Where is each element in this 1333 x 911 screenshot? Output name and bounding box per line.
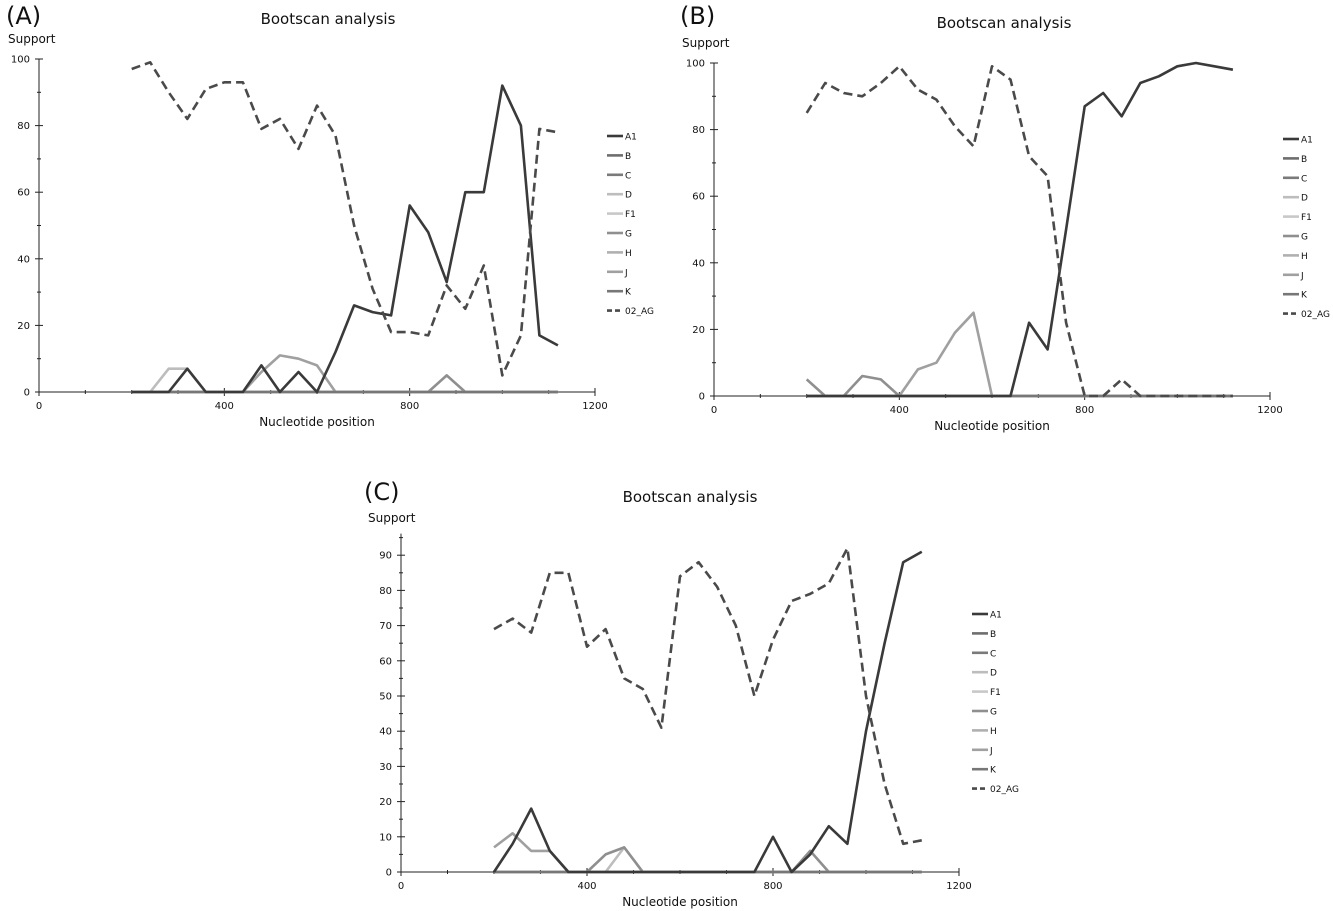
legend-label: F1 — [1301, 213, 1312, 223]
y-tick-label: 90 — [379, 551, 392, 562]
legend-label: H — [625, 249, 632, 259]
legend-label: 02_AG — [1301, 310, 1330, 320]
x-tick-label: 1200 — [1257, 405, 1282, 416]
x-axis-label: Nucleotide position — [934, 419, 1050, 433]
x-tick-label: 0 — [711, 405, 717, 416]
y-tick-label: 20 — [379, 797, 392, 808]
x-tick-label: 400 — [890, 405, 909, 416]
series-line-02-ag — [493, 546, 923, 846]
legend-label: K — [625, 288, 632, 298]
chart-c: Bootscan analysis Support Nucleotide posit… — [368, 488, 1019, 909]
legend-label: J — [624, 268, 628, 278]
series-line-02-ag — [805, 65, 1233, 398]
x-tick-label: 800 — [763, 881, 782, 892]
legend-label: F1 — [625, 210, 636, 220]
legend-label: 02_AG — [990, 785, 1019, 795]
y-tick-label: 40 — [379, 727, 392, 738]
x-tick-label: 0 — [36, 401, 42, 412]
x-axis-label: Nucleotide position — [622, 895, 738, 909]
chart-title: Bootscan analysis — [623, 488, 758, 506]
legend-label: F1 — [990, 688, 1001, 698]
panel-label-a: (A) — [6, 2, 42, 30]
y-tick-label: 20 — [17, 321, 30, 332]
y-tick-label: 10 — [379, 832, 392, 843]
y-tick-label: 30 — [379, 762, 392, 773]
series-line-j — [493, 831, 922, 874]
series-line-j — [131, 354, 558, 394]
y-tick-label: 80 — [692, 125, 705, 136]
chart-title: Bootscan analysis — [261, 10, 396, 28]
legend-label: B — [990, 630, 996, 640]
legend-label: C — [1301, 174, 1307, 184]
series-line-a1 — [131, 84, 559, 394]
series-line-02-ag — [131, 60, 559, 377]
legend-label: H — [990, 727, 997, 737]
series-line-a1 — [806, 61, 1234, 398]
y-tick-label: 60 — [692, 192, 705, 203]
y-tick-label: 60 — [17, 188, 30, 199]
legend-label: G — [990, 708, 997, 718]
y-tick-label: 60 — [379, 656, 392, 667]
x-tick-label: 0 — [398, 881, 404, 892]
y-tick-label: 70 — [379, 621, 392, 632]
series-line-g — [805, 374, 1233, 398]
chart-b: Bootscan analysis Support Nucleotide posit… — [682, 14, 1330, 433]
legend-label: C — [990, 649, 996, 659]
legend-label: A1 — [1301, 136, 1313, 146]
x-axis-label: Nucleotide position — [259, 415, 375, 429]
y-tick-label: 0 — [24, 388, 30, 399]
legend-label: H — [1301, 252, 1308, 262]
legend-label: B — [1301, 155, 1307, 165]
legend-label: D — [625, 191, 632, 201]
y-axis-label: Support — [682, 36, 730, 50]
x-tick-label: 400 — [215, 401, 234, 412]
y-tick-label: 100 — [11, 55, 30, 66]
y-tick-label: 80 — [379, 586, 392, 597]
x-tick-label: 400 — [577, 881, 596, 892]
y-tick-label: 0 — [699, 392, 705, 403]
chart-title: Bootscan analysis — [937, 14, 1072, 32]
legend-label: K — [1301, 291, 1308, 301]
legend-label: D — [1301, 194, 1308, 204]
legend-label: K — [990, 766, 997, 776]
y-axis-label: Support — [8, 32, 56, 46]
legend-label: 02_AG — [625, 307, 654, 317]
legend-label: J — [989, 746, 993, 756]
y-axis-label: Support — [368, 511, 416, 525]
legend-label: A1 — [625, 133, 637, 143]
y-tick-label: 40 — [692, 258, 705, 269]
x-tick-label: 1200 — [946, 881, 971, 892]
panel-label-c: (C) — [364, 478, 400, 506]
panel-label-b: (B) — [680, 2, 716, 30]
legend-label: J — [1300, 271, 1304, 281]
y-tick-label: 50 — [379, 692, 392, 703]
legend-label: B — [625, 152, 631, 162]
y-tick-label: 100 — [686, 59, 705, 70]
legend-label: G — [625, 230, 632, 240]
x-tick-label: 800 — [1075, 405, 1094, 416]
y-tick-label: 80 — [17, 121, 30, 132]
y-tick-label: 20 — [692, 325, 705, 336]
chart-a: Bootscan analysis Support Nucleotide posit… — [8, 10, 654, 429]
legend-label: D — [990, 669, 997, 679]
x-tick-label: 1200 — [582, 401, 607, 412]
legend-label: C — [625, 171, 631, 181]
series-line-a1 — [492, 550, 923, 874]
x-tick-label: 800 — [400, 401, 419, 412]
legend-label: A1 — [990, 611, 1002, 621]
legend-label: G — [1301, 233, 1308, 243]
y-tick-label: 40 — [17, 254, 30, 265]
y-tick-label: 0 — [386, 868, 392, 879]
